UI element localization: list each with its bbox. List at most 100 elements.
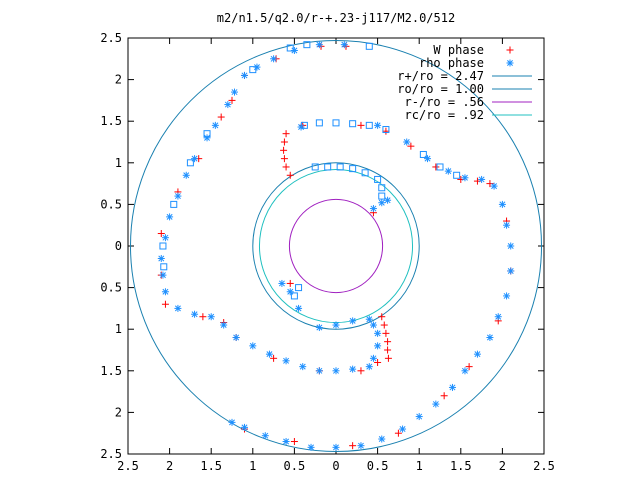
- point-rho-phase: [378, 199, 386, 207]
- point-w-phase: [382, 329, 390, 337]
- point-w-phase: [228, 96, 236, 104]
- point-rho-square: [332, 119, 340, 127]
- point-rho-square: [324, 163, 332, 171]
- point-rho-phase: [307, 443, 315, 451]
- point-w-phase: [432, 163, 440, 171]
- legend-label: r+/ro = 2.47: [397, 69, 484, 83]
- point-rho-square: [378, 192, 386, 200]
- point-rho-square: [170, 200, 178, 208]
- point-w-phase: [465, 363, 473, 371]
- x-tick-label: 1: [249, 459, 256, 473]
- chart-title: m2/n1.5/q2.0/r-+.23-j117/M2.0/512: [217, 11, 455, 25]
- x-tick-label: 1.5: [200, 459, 222, 473]
- legend-label: rc/ro = .92: [405, 108, 484, 122]
- point-rho-phase: [174, 304, 182, 312]
- point-rho-phase: [432, 400, 440, 408]
- point-rho-phase: [384, 196, 392, 204]
- point-rho-phase: [415, 413, 423, 421]
- y-tick-label: 1: [115, 322, 122, 336]
- point-w-phase: [394, 429, 402, 437]
- point-rho-square: [336, 163, 344, 171]
- point-rho-phase: [278, 279, 286, 287]
- point-rho-phase: [203, 134, 211, 142]
- point-rho-phase: [494, 313, 502, 321]
- point-rho-square: [160, 263, 168, 271]
- point-rho-square: [453, 171, 461, 179]
- point-rho-phase: [478, 175, 486, 183]
- point-rho-phase: [461, 174, 469, 182]
- x-tick-label: 1.5: [450, 459, 472, 473]
- point-w-phase: [407, 142, 415, 150]
- point-rho-phase: [503, 292, 511, 300]
- point-rho-square: [186, 159, 194, 167]
- point-rho-phase: [507, 267, 515, 275]
- point-rho-phase: [498, 200, 506, 208]
- x-tick-label: 0.5: [367, 459, 389, 473]
- point-w-phase: [357, 121, 365, 129]
- point-rho-phase: [369, 354, 377, 362]
- point-rho-square: [382, 126, 390, 134]
- y-tick-label: 0.5: [100, 197, 122, 211]
- circle-roro: [252, 162, 420, 330]
- y-tick-label: 1: [115, 156, 122, 170]
- x-tick-label: 2.5: [533, 459, 555, 473]
- point-rho-phase: [211, 121, 219, 129]
- point-rho-phase: [349, 365, 357, 373]
- point-w-phase: [282, 163, 290, 171]
- circle-rro: [129, 39, 543, 453]
- y-tick-label: 2.5: [100, 31, 122, 45]
- point-rho-phase: [315, 324, 323, 332]
- point-rho-phase: [253, 63, 261, 71]
- y-tick-label: 2.5: [100, 447, 122, 461]
- data-points: [157, 41, 515, 451]
- point-rho-square: [315, 119, 323, 127]
- legend-marker-sample: [506, 59, 514, 67]
- point-w-phase: [378, 313, 386, 321]
- point-rho-phase: [161, 288, 169, 296]
- point-rho-phase: [191, 310, 199, 318]
- point-w-phase: [161, 300, 169, 308]
- point-w-phase: [384, 346, 392, 354]
- point-rho-phase: [461, 367, 469, 375]
- point-rho-phase: [166, 213, 174, 221]
- y-tick-label: 0.5: [100, 281, 122, 295]
- point-rho-phase: [240, 71, 248, 79]
- point-rho-phase: [299, 363, 307, 371]
- point-rho-phase: [349, 317, 357, 325]
- point-rho-phase: [182, 171, 190, 179]
- point-w-phase: [280, 146, 288, 154]
- point-rho-square: [249, 66, 257, 74]
- point-rho-square: [286, 44, 294, 52]
- x-tick-label: 0: [332, 459, 339, 473]
- point-rho-phase: [228, 418, 236, 426]
- point-rho-square: [311, 163, 319, 171]
- point-w-phase: [382, 127, 390, 135]
- point-rho-phase: [224, 101, 232, 109]
- point-w-phase: [286, 279, 294, 287]
- point-w-phase: [440, 392, 448, 400]
- point-rho-phase: [369, 321, 377, 329]
- legend-label: W phase: [433, 43, 484, 57]
- point-w-phase: [384, 354, 392, 362]
- point-rho-phase: [503, 221, 511, 229]
- point-rho-phase: [332, 443, 340, 451]
- point-w-phase: [199, 313, 207, 321]
- point-rho-phase: [448, 383, 456, 391]
- point-rho-square: [365, 121, 373, 129]
- point-w-phase: [384, 338, 392, 346]
- point-rho-phase: [357, 442, 365, 450]
- point-rho-phase: [232, 334, 240, 342]
- point-rho-phase: [261, 432, 269, 440]
- point-rho-square: [349, 165, 357, 173]
- point-rho-phase: [365, 315, 373, 323]
- point-rho-phase: [174, 192, 182, 200]
- point-rho-phase: [374, 121, 382, 129]
- point-rho-phase: [399, 425, 407, 433]
- point-rho-square: [203, 130, 211, 138]
- point-rho-phase: [490, 182, 498, 190]
- circle-rro: [288, 198, 384, 294]
- point-w-phase: [282, 130, 290, 138]
- point-rho-phase: [270, 55, 278, 63]
- point-w-phase: [270, 354, 278, 362]
